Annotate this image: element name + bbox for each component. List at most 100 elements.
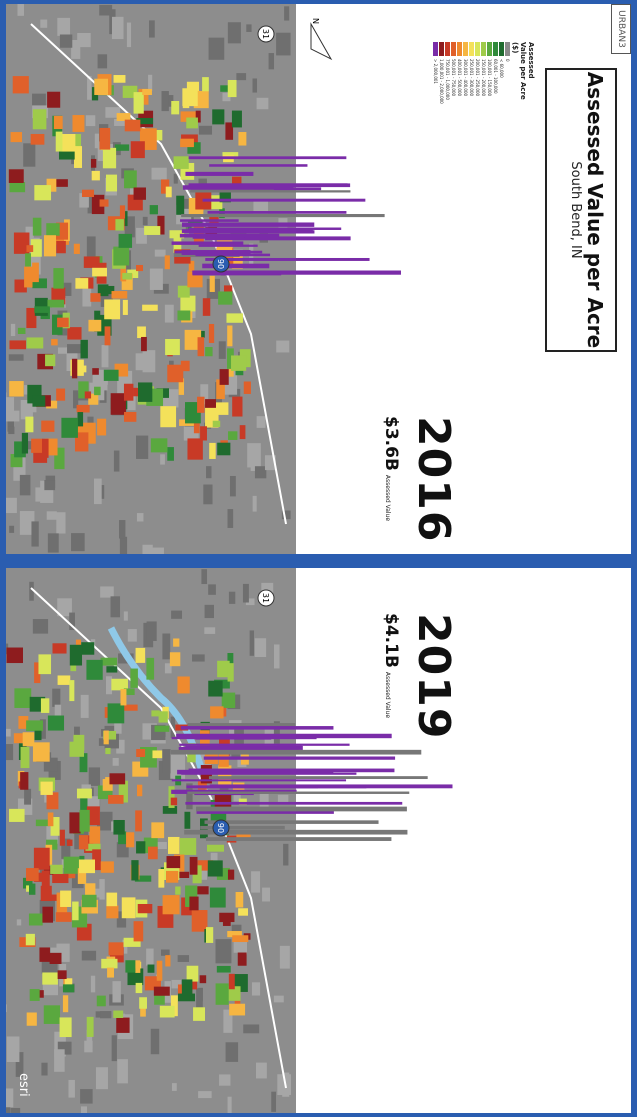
parcel xyxy=(273,995,284,1003)
parcel xyxy=(252,495,257,512)
title-box: Assessed Value per Acre South Bend, IN xyxy=(545,68,617,352)
block xyxy=(135,960,141,973)
block xyxy=(78,835,89,850)
block xyxy=(40,885,52,902)
legend-title: Assessed Value per Acre ($) xyxy=(511,42,535,100)
block xyxy=(212,109,225,125)
panel-2019: 31 90 2019 $4.1B Assessed Value esri xyxy=(6,568,631,1113)
parcel xyxy=(126,22,132,48)
parcel xyxy=(242,583,249,603)
block xyxy=(136,117,154,125)
legend-swatch xyxy=(469,42,475,56)
credit: esri xyxy=(16,1073,31,1097)
parcel xyxy=(117,1059,128,1084)
block xyxy=(81,894,97,908)
parcel xyxy=(204,627,216,634)
parcel xyxy=(256,416,266,428)
block xyxy=(71,358,78,379)
block xyxy=(136,749,146,757)
parcel xyxy=(262,887,270,902)
parcel xyxy=(10,1107,21,1113)
spike xyxy=(205,837,392,841)
spike xyxy=(209,164,308,167)
logo: URBAN3 xyxy=(611,4,631,54)
block xyxy=(47,299,65,308)
legend-swatch xyxy=(439,42,445,56)
block xyxy=(105,747,111,755)
block xyxy=(90,293,101,302)
spike xyxy=(171,241,244,245)
parcel xyxy=(96,811,113,831)
parcel xyxy=(256,97,269,110)
parcel xyxy=(146,948,154,966)
block xyxy=(86,659,103,680)
block xyxy=(98,285,115,295)
block xyxy=(164,255,170,270)
block xyxy=(177,285,190,298)
block xyxy=(100,657,118,666)
block xyxy=(69,680,75,702)
block xyxy=(34,730,42,741)
parcel xyxy=(8,354,24,361)
block xyxy=(114,823,123,832)
block xyxy=(25,253,31,267)
block xyxy=(210,706,224,719)
legend-swatch xyxy=(493,42,499,56)
block xyxy=(45,354,56,367)
block xyxy=(237,952,247,966)
block xyxy=(47,812,54,827)
parcel xyxy=(243,1024,260,1034)
block xyxy=(137,903,153,914)
block xyxy=(209,442,216,459)
spike xyxy=(198,244,258,247)
block xyxy=(30,239,42,257)
parcel xyxy=(142,216,148,226)
parcel xyxy=(23,143,36,167)
parcel xyxy=(149,20,155,38)
spike xyxy=(181,214,385,218)
block xyxy=(205,927,214,943)
block xyxy=(9,340,27,350)
parcel xyxy=(80,1089,93,1104)
block xyxy=(47,91,61,108)
block xyxy=(218,765,232,786)
block xyxy=(102,147,117,169)
map: 31 90 xyxy=(6,568,453,1113)
block xyxy=(61,134,76,155)
parcel xyxy=(252,78,258,93)
parcel xyxy=(196,988,203,1008)
parcel xyxy=(88,767,101,786)
block xyxy=(189,896,199,911)
legend-item: > 2,000,001 xyxy=(433,42,439,104)
block xyxy=(186,965,199,982)
parcel xyxy=(99,4,113,16)
block xyxy=(176,195,185,215)
block xyxy=(46,792,59,810)
parcel xyxy=(113,450,120,472)
block xyxy=(40,698,50,713)
map: 31 90 N xyxy=(6,4,401,554)
parcel xyxy=(111,1035,117,1062)
block xyxy=(165,955,171,967)
block xyxy=(135,982,143,994)
spike xyxy=(193,785,318,789)
parcel xyxy=(80,694,89,718)
parcel xyxy=(112,757,119,766)
block xyxy=(133,921,144,942)
block xyxy=(232,396,243,417)
block xyxy=(111,291,128,299)
parcel xyxy=(198,1091,212,1099)
parcel xyxy=(24,788,32,805)
block xyxy=(177,310,191,321)
block xyxy=(84,391,92,399)
block xyxy=(147,846,158,860)
block xyxy=(26,245,34,252)
block xyxy=(193,1007,206,1021)
parcel xyxy=(160,454,165,465)
block xyxy=(76,923,92,941)
parcel xyxy=(46,511,57,520)
spike xyxy=(192,236,245,239)
block xyxy=(42,906,54,923)
parcel xyxy=(101,345,109,368)
